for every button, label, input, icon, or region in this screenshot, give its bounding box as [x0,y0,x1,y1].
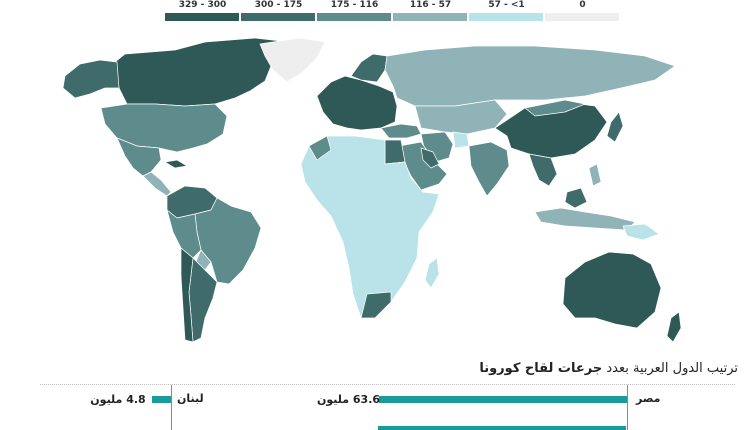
bar-lebanon [152,396,171,403]
region-scandinavia [350,53,388,83]
region-madagascar [424,257,440,289]
region-africa [300,135,440,319]
legend-item: 175 - 116 [317,0,392,23]
region-south-africa [360,291,392,319]
region-southeast-asia [528,153,558,187]
region-japan [606,111,624,143]
legend-swatch [469,13,543,21]
bar-egypt [379,396,627,403]
axis-left [171,385,172,430]
region-central-america [142,171,172,197]
ranking-title: ترتيب الدول العربية بعدد جرعات لقاح كورو… [479,361,738,376]
region-papua [622,223,660,241]
arab-vaccine-ranking: ترتيب الدول العربية بعدد جرعات لقاح كورو… [0,355,750,430]
legend-item: 300 - 175 [241,0,316,23]
legend-item: 329 - 300 [165,0,240,23]
separator-line [40,384,735,385]
legend-label: 57 - <1 [488,0,525,10]
legend-swatch [165,13,239,21]
bar-value-label: 4.8 مليون [90,393,146,406]
region-cuba [164,159,188,169]
legend-label: 329 - 300 [178,0,227,10]
legend-item: 57 - <1 [469,0,544,23]
ranking-title-highlight: جرعات لقاح كورونا [479,361,603,376]
country-label: مصر [636,392,661,405]
region-chile [180,247,194,343]
legend-swatch [393,13,467,21]
region-india [468,141,510,197]
map-legend: 329 - 300 300 - 175 175 - 116 116 - 57 5… [165,0,620,23]
region-argentina [188,257,218,343]
legend-label: 0 [579,0,586,10]
region-europe [316,75,398,131]
region-alaska [62,59,120,99]
legend-swatch [317,13,391,21]
country-label: لبنان [177,392,204,405]
world-map [62,37,682,343]
legend-swatch [241,13,315,21]
axis-right [627,385,628,430]
region-afghanistan [452,131,470,149]
region-russia [384,45,676,107]
ranking-title-prefix: ترتيب الدول العربية بعدد [606,361,738,376]
region-mongolia [524,99,586,117]
region-indonesia [534,207,636,231]
region-egypt [384,139,406,165]
bar-value-label: 63.6 مليون [317,393,381,406]
region-borneo [564,187,588,209]
legend-item: 0 [545,0,620,23]
region-philippines [588,163,602,187]
region-turkey [380,123,422,139]
legend-item: 116 - 57 [393,0,468,23]
bar-next-row [378,426,626,430]
region-morocco [308,135,332,161]
legend-swatch [545,13,619,21]
region-gulf [420,147,440,169]
region-greenland [259,37,326,83]
region-new-zealand [666,311,682,343]
legend-label: 116 - 57 [409,0,452,10]
region-australia [562,251,662,329]
legend-label: 300 - 175 [254,0,303,10]
legend-label: 175 - 116 [330,0,379,10]
